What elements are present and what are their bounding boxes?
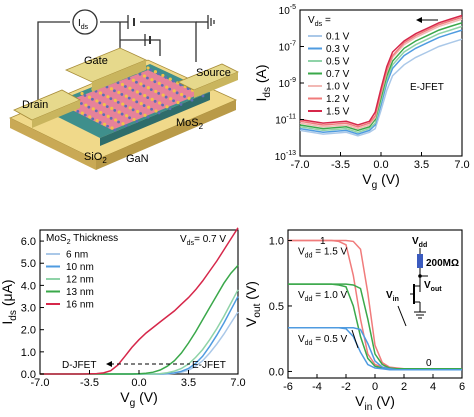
annotation-ejfet: E-JFET [410, 82, 444, 93]
series-line-0 [299, 38, 463, 137]
annotation-vdd-2: Vdd = 0.5 V [298, 334, 348, 347]
legend-label-3: 0.7 V [326, 69, 350, 80]
y-tick-label: 0.0 [21, 369, 36, 381]
legend-label-6: 1.5 V [326, 107, 350, 118]
legend-label-0: 0.1 V [326, 32, 350, 43]
vdd-label: Vdd [412, 236, 427, 249]
sweep-arrow-right [397, 305, 407, 327]
legend-label-1: 0.3 V [326, 44, 350, 55]
annotation-vdd-0: Vdd = 1.5 V [298, 246, 348, 259]
x-axis-label: Vin (V) [355, 393, 395, 412]
y-tick-label: 10-11 [275, 114, 296, 127]
x-tick-label: 7.0 [454, 159, 469, 171]
y-tick-label: 4.0 [21, 280, 36, 292]
legend-label-2: 12 nm [66, 275, 94, 286]
x-tick-label: 0.0 [131, 377, 146, 389]
annotation-ejfet: E-JFET [192, 360, 226, 371]
x-tick-label: -3.5 [80, 377, 99, 389]
series-line-6 [299, 14, 463, 126]
inverter-circuit: Vdd 200MΩ Vout Vin [386, 236, 459, 319]
y-tick-label: 3.0 [21, 303, 36, 315]
series-reverse-2 [288, 327, 462, 371]
annotation-vdd-1: Vdd = 1.0 V [298, 290, 348, 303]
ground-symbol [196, 15, 215, 29]
x-tick-label: -3.5 [331, 159, 350, 171]
annotation-arrow-head [106, 361, 112, 367]
y-axis-label: Ids (A) [253, 64, 273, 101]
legend-label-2: 0.5 V [326, 57, 350, 68]
chart-inverter: -6 -4 -2 0 2 4 6 0.0 0.5 1.0 Vin (V) Vout (V) 1 0 Vdd … [243, 229, 465, 413]
series-line-4 [40, 227, 239, 375]
legend-label-3: 13 nm [66, 287, 94, 298]
x-tick-label: 0.0 [373, 159, 388, 171]
x-tick-label: 2 [401, 381, 407, 393]
x-tick-label: 3.5 [181, 377, 196, 389]
y-tick-label: 10-7 [279, 41, 296, 54]
label-zero: 0 [426, 358, 432, 369]
y-axis-label: Ids (μA) [0, 279, 19, 324]
series-line-1 [299, 29, 463, 135]
chart-transfer-log: -7.0 -3.5 0.0 3.5 7.0 10-13 10-11 10-9 10-7 10-5 V… [253, 4, 470, 191]
x-tick-label: -2 [341, 381, 351, 393]
vds-label: Vds= 0.7 V [180, 234, 226, 247]
annotation-djfet: D-JFET [62, 360, 96, 371]
y-tick-label: 2.0 [21, 325, 36, 337]
y-tick-label: 10-5 [279, 4, 296, 17]
legend-title: MoS2 Thickness [46, 233, 118, 246]
x-tick-label: 0 [372, 381, 378, 393]
chart-transfer-linear: -7.0 -3.5 0.0 3.5 7.0 0.0 1.0 2.0 3.0 4.0 5.0 6.0 Vg… [0, 227, 246, 409]
x-tick-label: -4 [312, 381, 322, 393]
x-tick-label: 3.5 [414, 159, 429, 171]
legend-label-5: 1.2 V [326, 94, 350, 105]
gate-label: Gate [84, 55, 108, 67]
x-axis-label: Vg (V) [362, 171, 400, 191]
vin-label: Vin [386, 290, 399, 303]
ammeter-symbol [72, 9, 98, 35]
battery-gate [144, 34, 151, 46]
x-tick-label: -6 [283, 381, 293, 393]
legend-label-0: 6 nm [66, 250, 88, 261]
sweep-arrow-left [351, 329, 359, 349]
x-axis-label: Vg (V) [120, 389, 158, 409]
series-line-5 [299, 16, 463, 128]
y-tick-label: 5.0 [21, 258, 36, 270]
battery-top [127, 15, 135, 29]
legend-label-1: 10 nm [66, 262, 94, 273]
y-tick-label: 10-13 [275, 150, 296, 163]
series-line-2 [299, 25, 463, 134]
x-tick-label: -7.0 [31, 377, 50, 389]
y-axis-label: Vout (V) [243, 281, 263, 327]
mos2-label: MoS2 [176, 117, 204, 131]
mos2-layer [60, 70, 200, 130]
ammeter-label: Ids [78, 18, 89, 31]
x-tick-label: 4 [430, 381, 436, 393]
legend-label-4: 1.0 V [326, 82, 350, 93]
y-tick-label: 1.0 [21, 347, 36, 359]
y-tick-label: 0.0 [269, 366, 284, 378]
legend-title: Vds = [308, 15, 331, 28]
label-one: 1 [320, 236, 326, 247]
x-tick-label: 7.0 [230, 377, 245, 389]
y-tick-label: 10-9 [279, 77, 296, 90]
y-tick-label: 1.0 [269, 235, 284, 247]
x-tick-label: 6 [459, 381, 465, 393]
source-label: Source [196, 67, 231, 79]
legend-label-4: 16 nm [66, 300, 94, 311]
drain-label: Drain [22, 99, 48, 111]
x-tick-label: -7.0 [291, 159, 310, 171]
series-reverse-1 [288, 283, 462, 370]
y-tick-label: 6.0 [21, 236, 36, 248]
y-tick-label: 0.5 [269, 301, 284, 313]
resistor-symbol [417, 254, 423, 268]
gan-label: GaN [126, 153, 149, 165]
sio2-label: SiO2 [84, 151, 107, 165]
device-schematic: Ids Gate Sourc [9, 9, 239, 170]
resistor-label: 200MΩ [426, 258, 459, 269]
series-line-3 [299, 22, 463, 132]
vout-label: Vout [424, 280, 442, 293]
sweep-arrow-head [416, 17, 422, 23]
